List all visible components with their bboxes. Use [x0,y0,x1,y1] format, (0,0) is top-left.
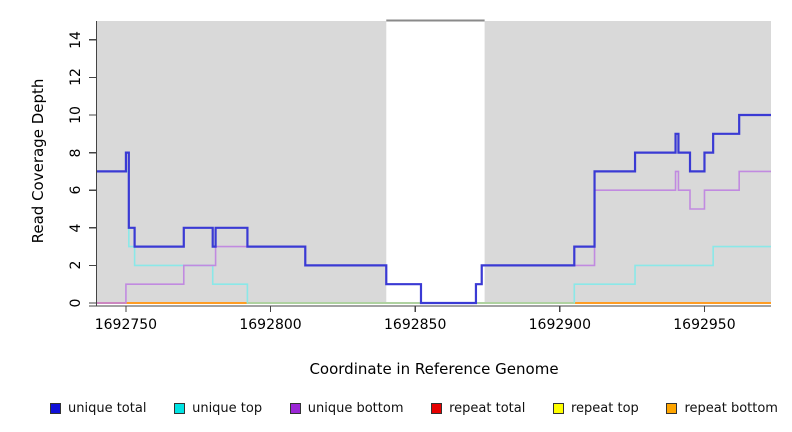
x-tick-label: 1692750 [94,317,158,333]
legend-item-unique-bottom: unique bottom [289,400,404,416]
legend-swatch-icon [553,402,564,414]
legend-swatch-icon [50,402,61,414]
x-tick-label: 1692800 [239,317,302,333]
legend-item-unique-total: unique total [50,401,146,416]
legend-item-repeat-bottom: repeat bottom [666,401,778,416]
legend-label: unique bottom [307,400,404,416]
legend-item-repeat-top: repeat top [553,401,639,416]
x-tick-label: 1692950 [673,317,736,333]
y-tick-label: 10 [68,106,84,124]
legend-label: repeat bottom [684,400,778,416]
legend-swatch-icon [289,402,301,414]
x-axis-title: Coordinate in Reference Genome [309,360,559,378]
y-tick-label: 0 [68,298,84,308]
y-tick-label: 12 [68,68,84,87]
legend-label: repeat top [571,400,639,416]
legend-swatch-icon [666,402,678,414]
y-tick-label: 6 [68,185,84,195]
legend-label: repeat total [449,400,526,416]
legend-label: unique top [192,400,263,416]
x-tick-label: 1692850 [384,317,447,333]
legend-item-repeat-total: repeat total [431,401,525,416]
y-tick-label: 8 [68,148,84,158]
series-unique-total [97,113,771,305]
y-tick-label: 2 [68,260,84,270]
masked-region [386,21,485,303]
legend-label: unique total [68,400,147,416]
y-tick-label: 4 [68,223,84,233]
series-unique-top [97,170,771,304]
legend-item-unique-top: unique top [174,401,262,416]
y-axis-title: Read Coverage Depth [29,78,47,244]
legend-swatch-icon [431,402,443,414]
legend-swatch-icon [174,402,186,414]
legend: unique total unique top unique bottom repea… [50,398,778,418]
x-tick-label: 1692900 [528,317,592,333]
y-tick-label: 14 [68,30,84,49]
